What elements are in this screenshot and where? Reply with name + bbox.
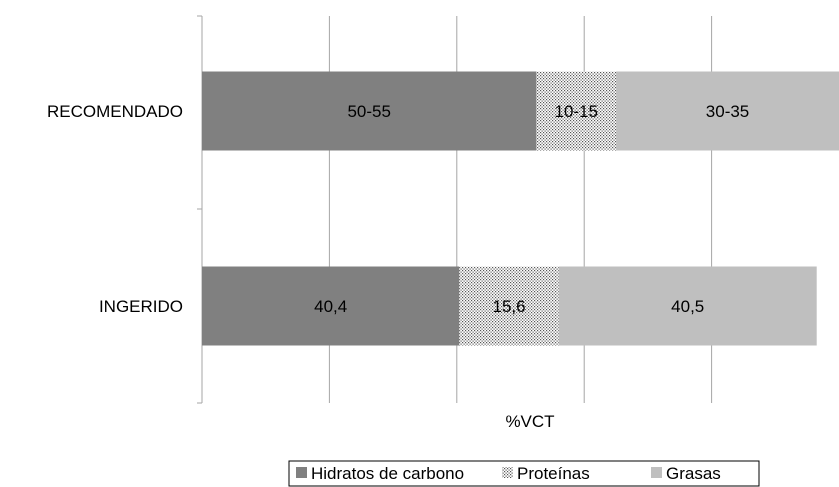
data-label: 40,4 bbox=[314, 297, 347, 316]
legend-box bbox=[288, 460, 760, 487]
legend-label: Proteínas bbox=[517, 464, 590, 483]
data-label: 30-35 bbox=[706, 102, 749, 121]
legend-label: Grasas bbox=[666, 464, 721, 483]
labels: RECOMENDADO 50-55 10-15 30-35 INGERIDO 40,4 15… bbox=[47, 102, 749, 316]
bar-segment bbox=[202, 71, 537, 151]
x-axis-title: %VCT bbox=[505, 412, 554, 431]
data-label: 50-55 bbox=[347, 102, 390, 121]
legend-label: Hidratos de carbono bbox=[311, 464, 464, 483]
category-label: INGERIDO bbox=[99, 297, 183, 316]
bar-segment bbox=[202, 266, 460, 346]
bar-segment bbox=[536, 71, 617, 151]
y-axis bbox=[197, 15, 203, 404]
category-label: RECOMENDADO bbox=[47, 102, 183, 121]
data-label: 15,6 bbox=[492, 297, 525, 316]
bar-segment bbox=[616, 71, 839, 151]
bar-segment bbox=[558, 266, 817, 346]
bars bbox=[202, 71, 839, 346]
data-label: 40,5 bbox=[671, 297, 704, 316]
legend-swatch bbox=[296, 467, 307, 478]
data-label: 10-15 bbox=[554, 102, 597, 121]
legend-swatch bbox=[651, 467, 662, 478]
legend-swatch bbox=[502, 467, 513, 478]
legend: Hidratos de carbono Proteínas Grasas bbox=[288, 460, 760, 487]
bar-segment bbox=[459, 266, 559, 346]
